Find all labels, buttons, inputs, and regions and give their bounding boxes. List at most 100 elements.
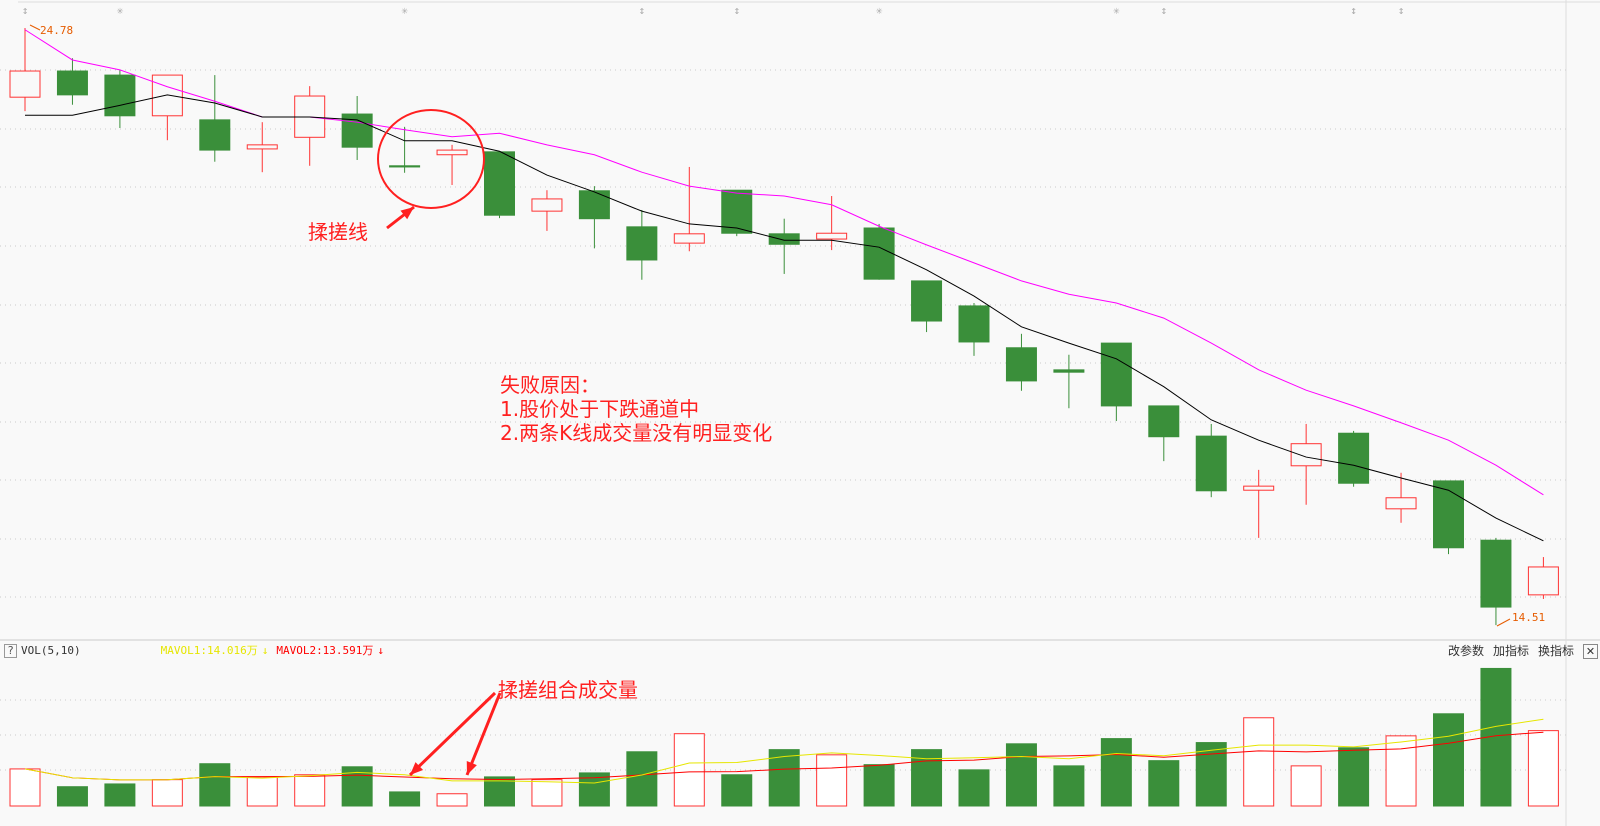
candle-up [673,233,705,244]
indicator-toolbar: 改参数 加指标 换指标 ✕ [1448,644,1598,659]
volume-bar [1148,760,1180,807]
volume-bar [816,754,848,807]
star-event-icon: ✳ [117,4,124,17]
mavol2-down-arrow-icon: ↓ [377,644,385,657]
high-label-arrow [29,24,41,31]
volume-indicator-title: VOL(5,10) [21,644,81,657]
volume-arrow-2-head [466,761,477,775]
change-params-button[interactable]: 改参数 [1447,644,1484,658]
candle-up [436,149,468,156]
failure-reason-title: 失败原因： [500,373,600,397]
volume-annotation: 揉搓组合成交量 [498,678,638,702]
candle-up [816,232,848,240]
updown-event-icon: ↕ [1160,4,1167,17]
candle-down [1148,405,1180,438]
failure-reason-1: 1.股价处于下跌通道中 [500,397,700,421]
volume-bar [1100,738,1132,807]
candle-up [1527,566,1559,596]
candle-up [1385,497,1417,510]
updown-event-icon: ↕ [639,4,646,17]
candle-up [246,144,278,150]
updown-event-icon: ↕ [1398,4,1405,17]
updown-event-icon: ↕ [1350,4,1357,17]
volume-bar [1243,717,1275,807]
volume-legend: ? VOL(5,10) MAVOL1:14.016万 ↓ MAVOL2:13.5… [4,644,384,658]
volume-arrow-1-head [410,762,424,775]
volume-bar [436,793,468,807]
candle-up [531,198,563,212]
star-event-icon: ✳ [401,4,408,17]
candle-down [1005,347,1037,382]
volume-bar [768,749,800,807]
candle-up [1243,485,1275,491]
candle-down [911,280,943,322]
volume-bar [1005,743,1037,807]
high-price-label: 24.78 [40,24,74,37]
volume-bar [389,791,421,807]
candle-down [721,189,753,234]
candle-down [578,190,610,220]
volume-bar [294,774,326,807]
star-event-icon: ✳ [1113,4,1120,17]
volume-arrow-2 [465,692,502,776]
mavol1-label: MAVOL1:14.016万 [160,644,258,657]
volume-bar [199,763,231,807]
volume-bar [104,783,136,807]
candle-down [199,119,231,151]
ma5-line [25,94,1544,542]
volume-bar [531,779,563,807]
mavol1-down-arrow-icon: ↓ [261,644,269,657]
candle-down [768,233,800,245]
mavol1-line [24,718,1544,784]
candle-down [1195,435,1227,492]
volume-bar [958,769,990,807]
candle-down [1338,432,1370,484]
volume-bar [246,776,278,807]
volume-bar [1338,747,1370,807]
candle-up [1290,443,1322,467]
candle-down [56,70,88,96]
candle-up [151,74,183,117]
help-button[interactable]: ? [4,644,17,658]
candle-up [9,70,41,98]
volume-bar [1385,735,1417,807]
switch-indicator-button[interactable]: 换指标 [1537,644,1574,658]
volume-bar [1053,765,1085,807]
candle-down [484,151,515,216]
candle-down [1433,480,1464,549]
volume-bar [151,779,183,807]
volume-bar [673,733,705,807]
volume-bar [721,774,753,807]
rubbing-line-annotation: 揉搓线 [308,220,368,244]
mavol2-label: MAVOL2:13.591万 [276,644,374,657]
candle-down [104,74,136,117]
candle-down [863,227,895,280]
volume-bar [9,768,41,807]
volume-bar [1433,713,1464,807]
volume-bar [863,764,895,807]
low-label-arrow [1496,618,1511,627]
volume-bar [1195,742,1227,807]
candle-down [1100,342,1132,407]
volume-bar [56,786,88,807]
star-event-icon: ✳ [876,4,883,17]
rubbing-line-arrow-head [400,207,414,220]
mavol2-line [24,731,1544,781]
volume-arrow-1 [408,691,497,777]
volume-bar [626,751,658,807]
candle-down [626,226,658,261]
updown-event-icon: ↕ [22,4,29,17]
candle-down [1053,369,1085,373]
highlight-circle [377,109,485,209]
candle-down [389,165,421,168]
add-indicator-button[interactable]: 加指标 [1492,644,1529,658]
close-indicator-button[interactable]: ✕ [1583,644,1598,659]
updown-event-icon: ↕ [733,4,740,17]
volume-bar [1527,730,1559,807]
failure-reason-2: 2.两条K线成交量没有明显变化 [500,421,773,445]
candle-down [958,305,990,343]
low-price-label: 14.51 [1512,611,1546,624]
candle-down [1480,539,1512,608]
volume-bar [1290,765,1322,807]
